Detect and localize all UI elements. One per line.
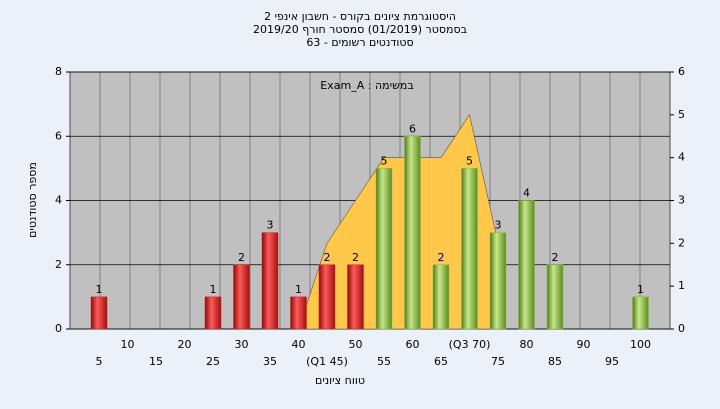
bar bbox=[204, 296, 222, 330]
data-label: 4 bbox=[523, 187, 530, 200]
bar bbox=[546, 264, 564, 330]
data-label: 2 bbox=[438, 251, 445, 264]
chart-title: היסטוגרמת ציונים בקורס - חשבון אינפי 2 bbox=[264, 10, 456, 23]
data-label: 1 bbox=[295, 283, 302, 296]
x-tick-label: 95 bbox=[605, 355, 619, 368]
y-axis-label: מספר סטודנטים bbox=[26, 162, 39, 238]
annotation: במשימה : Exam_A bbox=[320, 79, 413, 92]
bar bbox=[461, 168, 478, 330]
x-tick-label: 65 bbox=[434, 355, 448, 368]
x-tick-label: 55 bbox=[377, 355, 391, 368]
y2-tick-label: 5 bbox=[678, 108, 685, 121]
data-label: 2 bbox=[352, 251, 359, 264]
x-tick-label: (Q3 70) bbox=[449, 338, 491, 351]
y2-tick-label: 2 bbox=[678, 236, 685, 249]
y2-tick-label: 0 bbox=[678, 322, 685, 335]
y2-tick-label: 6 bbox=[678, 65, 685, 78]
x-tick-label: 20 bbox=[178, 338, 192, 351]
y2-tick-label: 3 bbox=[678, 194, 685, 207]
x-tick-label: 15 bbox=[149, 355, 163, 368]
y-tick-label: 6 bbox=[55, 129, 62, 142]
bar bbox=[318, 264, 336, 330]
bar bbox=[90, 296, 108, 330]
chart-subtitle: בסמסטר (01/2019) סמסטר חורף 2019/20 bbox=[253, 23, 467, 36]
bar bbox=[489, 232, 507, 330]
chart-subtitle: סטודנטים רשומים - 63 bbox=[306, 36, 413, 49]
data-label: 2 bbox=[238, 251, 245, 264]
x-tick-label: 80 bbox=[520, 338, 534, 351]
data-label: 2 bbox=[324, 251, 331, 264]
x-tick-label: 90 bbox=[577, 338, 591, 351]
x-tick-label: 25 bbox=[206, 355, 220, 368]
x-tick-label: 60 bbox=[406, 338, 420, 351]
data-label: 5 bbox=[466, 154, 473, 167]
bar bbox=[632, 296, 649, 330]
y-tick-label: 0 bbox=[55, 322, 62, 335]
x-tick-label: (Q1 45) bbox=[306, 355, 348, 368]
bar bbox=[261, 232, 279, 330]
bar bbox=[432, 264, 450, 330]
bar bbox=[404, 136, 421, 330]
x-tick-label: 10 bbox=[121, 338, 135, 351]
bar bbox=[233, 264, 250, 330]
x-axis-label: טווח ציונים bbox=[315, 374, 365, 387]
data-label: 1 bbox=[637, 283, 644, 296]
y-tick-label: 8 bbox=[55, 65, 62, 78]
x-tick-label: 35 bbox=[263, 355, 277, 368]
bar bbox=[290, 296, 307, 330]
x-tick-label: 75 bbox=[491, 355, 505, 368]
bar bbox=[375, 168, 393, 330]
y2-tick-label: 4 bbox=[678, 151, 685, 164]
data-label: 6 bbox=[409, 122, 416, 135]
x-tick-label: 50 bbox=[349, 338, 363, 351]
bar bbox=[518, 200, 535, 330]
data-label: 1 bbox=[210, 283, 217, 296]
x-tick-label: 5 bbox=[96, 355, 103, 368]
data-label: 2 bbox=[552, 251, 559, 264]
x-tick-label: 100 bbox=[630, 338, 651, 351]
bar bbox=[347, 264, 364, 330]
y-tick-label: 4 bbox=[55, 194, 62, 207]
data-label: 5 bbox=[381, 154, 388, 167]
data-label: 3 bbox=[495, 219, 502, 232]
y2-tick-label: 1 bbox=[678, 279, 685, 292]
x-tick-label: 30 bbox=[235, 338, 249, 351]
data-label: 1 bbox=[96, 283, 103, 296]
y-tick-label: 2 bbox=[55, 258, 62, 271]
x-tick-label: 40 bbox=[292, 338, 306, 351]
data-label: 3 bbox=[267, 219, 274, 232]
x-tick-label: 85 bbox=[548, 355, 562, 368]
